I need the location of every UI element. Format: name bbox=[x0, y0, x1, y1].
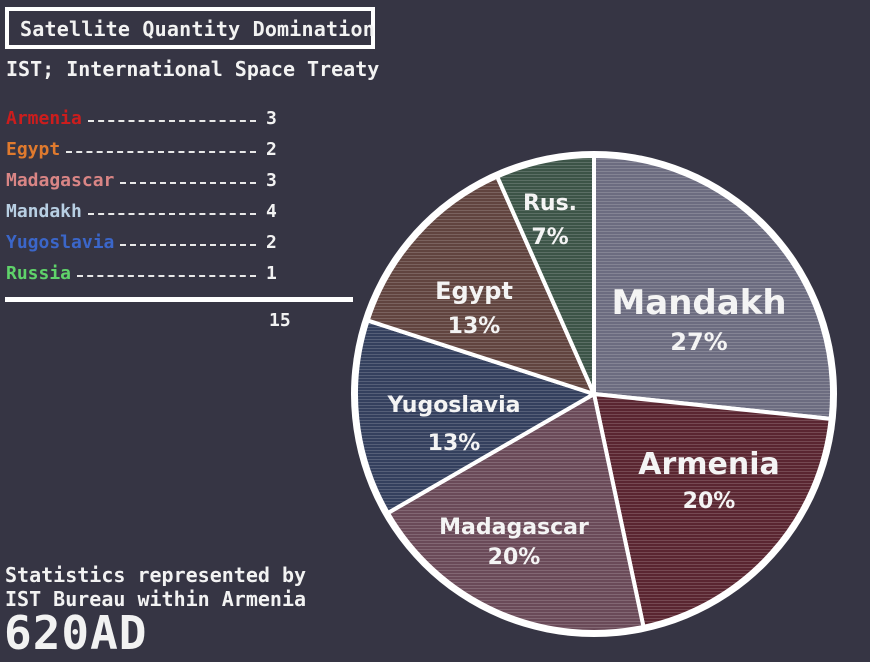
pie-slice-texture-armenia bbox=[594, 394, 831, 627]
slice-label-egypt: Egypt bbox=[435, 277, 513, 305]
title-box: Satellite Quantity Domination bbox=[5, 7, 375, 49]
pie-slice-texture-egypt bbox=[367, 176, 594, 394]
legend-leader bbox=[88, 213, 256, 215]
legend-leader bbox=[88, 120, 256, 122]
slice-label-yugoslavia: Yugoslavia bbox=[386, 393, 520, 418]
legend-item-yugoslavia: Yugoslavia 2 bbox=[6, 232, 366, 263]
legend-label: Madagascar bbox=[6, 170, 115, 191]
slice-label-madagascar: Madagascar bbox=[439, 515, 589, 540]
total-divider bbox=[5, 297, 353, 302]
slice-label-armenia: Armenia bbox=[638, 447, 780, 482]
slice-percent-madagascar: 20% bbox=[488, 545, 541, 570]
footer-year: 620AD bbox=[4, 606, 148, 660]
slice-percent-yugoslavia: 13% bbox=[428, 431, 481, 456]
legend-leader bbox=[120, 182, 256, 184]
slice-label-russia: Rus. bbox=[523, 191, 577, 216]
legend-total: 15 bbox=[269, 310, 291, 331]
legend-value: 4 bbox=[266, 201, 277, 222]
legend-leader bbox=[77, 275, 256, 277]
legend-label: Armenia bbox=[6, 108, 82, 129]
legend-item-armenia: Armenia 3 bbox=[6, 108, 366, 139]
pie-slice-texture-mandakh bbox=[594, 156, 832, 419]
legend: Armenia 3 Egypt 2 Madagascar 3 Mandakh 4 Yugosla… bbox=[6, 108, 366, 294]
legend-item-egypt: Egypt 2 bbox=[6, 139, 366, 170]
footer-line-1: Statistics represented by bbox=[5, 563, 307, 587]
slice-label-mandakh: Mandakh bbox=[611, 283, 786, 323]
legend-value: 1 bbox=[266, 263, 277, 284]
slice-percent-armenia: 20% bbox=[683, 489, 736, 514]
legend-value: 3 bbox=[266, 108, 277, 129]
legend-item-mandakh: Mandakh 4 bbox=[6, 201, 366, 232]
slice-percent-mandakh: 27% bbox=[670, 328, 727, 356]
legend-item-russia: Russia 1 bbox=[6, 263, 366, 294]
pie-slice-texture-madagascar bbox=[387, 394, 644, 632]
footer-note: Statistics represented by IST Bureau wit… bbox=[5, 563, 306, 611]
chart-subtitle: IST; International Space Treaty bbox=[6, 57, 380, 81]
footer-line-2: IST Bureau within Armenia bbox=[5, 587, 307, 611]
legend-value: 2 bbox=[266, 232, 277, 253]
legend-label: Yugoslavia bbox=[6, 232, 115, 253]
chart-title: Satellite Quantity Domination bbox=[20, 17, 375, 41]
slice-percent-russia: 7% bbox=[531, 225, 568, 250]
legend-label: Mandakh bbox=[6, 201, 82, 222]
legend-label: Russia bbox=[6, 263, 72, 284]
legend-leader bbox=[120, 244, 256, 246]
legend-value: 2 bbox=[266, 139, 277, 160]
legend-label: Egypt bbox=[6, 139, 61, 160]
legend-value: 3 bbox=[266, 170, 277, 191]
slice-percent-egypt: 13% bbox=[448, 314, 501, 339]
legend-leader bbox=[66, 151, 256, 153]
pie-slice-texture-russia bbox=[497, 156, 594, 394]
legend-item-madagascar: Madagascar 3 bbox=[6, 170, 366, 201]
pie-slice-texture-yugoslavia bbox=[355, 320, 594, 513]
